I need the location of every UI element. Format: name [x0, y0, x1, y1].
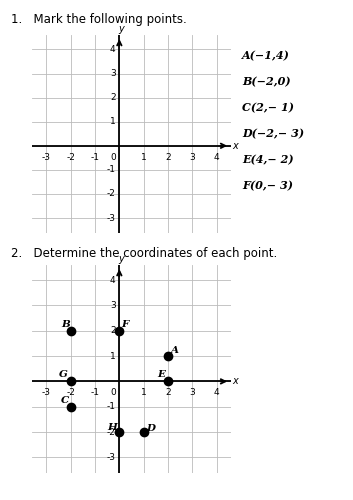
Text: x: x [232, 376, 238, 386]
Text: y: y [118, 24, 124, 34]
Text: -1: -1 [90, 152, 100, 162]
Text: -1: -1 [90, 388, 100, 398]
Text: 3: 3 [110, 301, 116, 310]
Text: G: G [59, 370, 68, 380]
Text: 0: 0 [110, 388, 116, 398]
Text: F(0,− 3): F(0,− 3) [242, 180, 293, 191]
Text: -3: -3 [107, 453, 116, 462]
Text: B: B [61, 320, 70, 329]
Text: -3: -3 [42, 388, 51, 398]
Text: 4: 4 [110, 276, 116, 284]
Text: A(−1,4): A(−1,4) [242, 50, 290, 61]
Text: 2: 2 [165, 388, 171, 398]
Text: 3: 3 [110, 69, 116, 78]
Text: B(−2,0): B(−2,0) [242, 76, 291, 87]
Text: F: F [121, 320, 128, 329]
Text: -3: -3 [42, 152, 51, 162]
Text: D: D [146, 424, 156, 434]
Text: 4: 4 [214, 388, 220, 398]
Text: C: C [61, 396, 69, 404]
Text: -1: -1 [107, 402, 116, 411]
Text: -2: -2 [107, 428, 116, 436]
Text: C(2,− 1): C(2,− 1) [242, 102, 294, 113]
Text: 1.   Mark the following points.: 1. Mark the following points. [11, 12, 186, 26]
Text: 2: 2 [110, 93, 116, 102]
Text: 2: 2 [165, 152, 171, 162]
Text: -3: -3 [107, 214, 116, 222]
Text: A: A [171, 346, 179, 355]
Text: -2: -2 [107, 190, 116, 198]
Text: 1: 1 [110, 352, 116, 360]
Text: x: x [232, 141, 238, 151]
Text: 4: 4 [214, 152, 220, 162]
Text: 2: 2 [110, 326, 116, 336]
Text: 1: 1 [141, 152, 146, 162]
Text: 3: 3 [190, 152, 195, 162]
Text: E(4,− 2): E(4,− 2) [242, 154, 293, 165]
Text: -1: -1 [107, 166, 116, 174]
Text: 4: 4 [110, 45, 116, 54]
Text: 3: 3 [190, 388, 195, 398]
Text: y: y [118, 254, 124, 264]
Text: D(−2,− 3): D(−2,− 3) [242, 128, 304, 139]
Text: E: E [157, 370, 165, 380]
Text: 1: 1 [141, 388, 146, 398]
Text: 0: 0 [110, 152, 116, 162]
Text: H: H [108, 423, 118, 432]
Text: -2: -2 [66, 388, 75, 398]
Text: -2: -2 [66, 152, 75, 162]
Text: 2.   Determine the coordinates of each point.: 2. Determine the coordinates of each poi… [11, 248, 277, 260]
Text: 1: 1 [110, 117, 116, 126]
